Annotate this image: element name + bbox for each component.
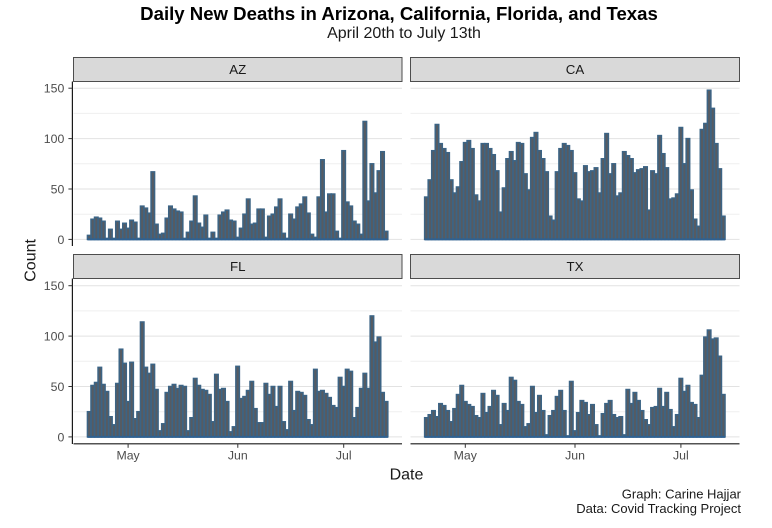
svg-text:AZ: AZ (229, 62, 246, 77)
svg-text:100: 100 (44, 330, 65, 344)
svg-text:Jun: Jun (228, 449, 248, 463)
svg-text:Jun: Jun (565, 449, 585, 463)
svg-text:Jul: Jul (336, 449, 352, 463)
svg-text:0: 0 (57, 430, 64, 444)
svg-text:TX: TX (567, 259, 584, 274)
svg-text:Count: Count (23, 239, 40, 282)
svg-text:April 20th to July 13th: April 20th to July 13th (327, 25, 481, 42)
svg-text:150: 150 (44, 279, 65, 293)
svg-text:FL: FL (230, 259, 246, 274)
svg-text:Graph: Carine Hajjar: Graph: Carine Hajjar (622, 487, 742, 502)
svg-text:0: 0 (57, 233, 64, 247)
svg-text:150: 150 (44, 82, 65, 96)
svg-text:CA: CA (566, 62, 585, 77)
svg-text:Data: Covid Tracking Project: Data: Covid Tracking Project (576, 501, 741, 516)
svg-text:Daily New Deaths in Arizona, C: Daily New Deaths in Arizona, California,… (140, 3, 658, 24)
svg-text:Jul: Jul (673, 449, 689, 463)
svg-text:Date: Date (390, 467, 424, 484)
svg-text:50: 50 (51, 182, 65, 196)
svg-text:100: 100 (44, 132, 65, 146)
svg-text:May: May (454, 449, 478, 463)
svg-text:50: 50 (51, 380, 65, 394)
svg-text:May: May (116, 449, 140, 463)
